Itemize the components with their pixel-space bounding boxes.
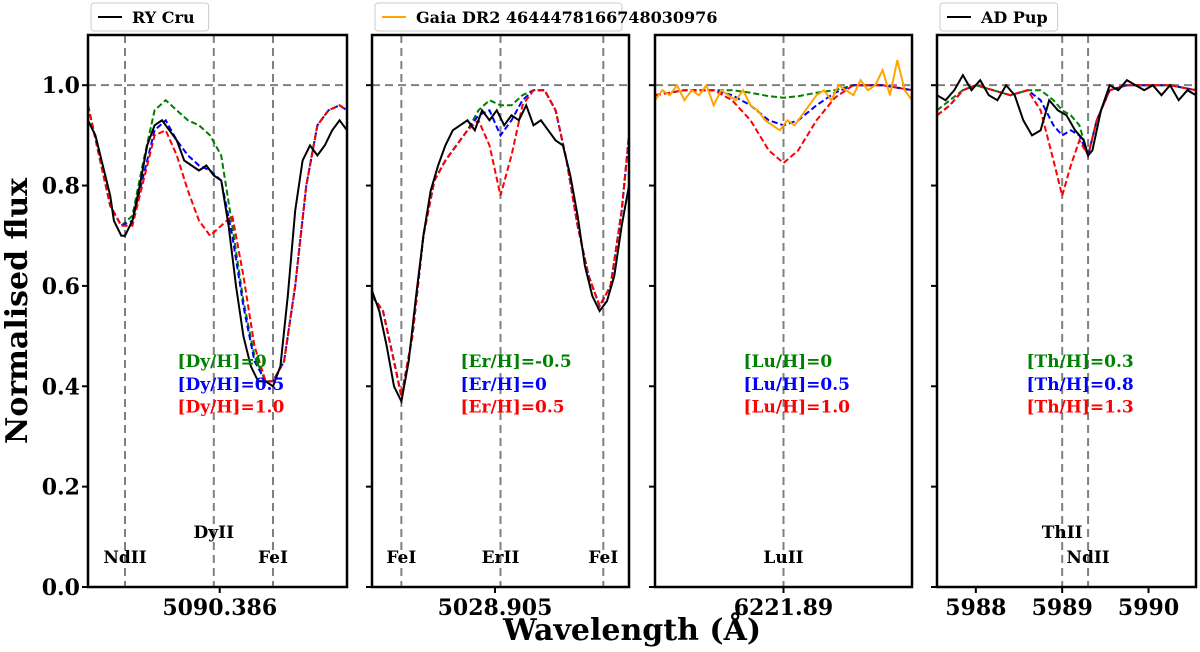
x-tick-label: 5988: [945, 595, 1006, 621]
y-tick-label: 0.2: [42, 475, 80, 501]
x-axis-title: Wavelength (Å): [502, 612, 761, 648]
legend-box: [939, 2, 1059, 32]
abundance-label: [Th/H]=1.3: [1027, 397, 1134, 417]
series-line: [937, 84, 1196, 160]
abundance-label: [Th/H]=0.3: [1027, 352, 1134, 372]
abundance-label: [Er/H]=0: [461, 375, 548, 395]
abundance-label: [Th/H]=0.8: [1027, 375, 1134, 395]
x-tick-label: 5990: [1118, 595, 1179, 621]
abundance-label: [Er/H]=-0.5: [461, 352, 572, 372]
y-tick-label: 0.0: [42, 575, 80, 601]
line-id-label: FeI: [588, 548, 618, 568]
x-tick-label: 5989: [1032, 595, 1093, 621]
panel-1: NdII DyII FeI [Dy/H]=0 [Dy/H]=0.5[Dy/H]=1.0 5…: [82, 2, 349, 621]
legend-label: Gaia DR2 4644478166748030976: [416, 8, 717, 27]
series-line: [937, 84, 1196, 200]
panel-frame: [935, 33, 1198, 589]
line-id-label: FeI: [258, 548, 288, 568]
legend-box: [374, 2, 623, 32]
series-line: [88, 98, 347, 383]
x-tick-label: 5028.905: [438, 595, 553, 621]
series-group: [372, 89, 629, 405]
series-group: [937, 73, 1196, 200]
line-id-label: NdII: [1066, 548, 1109, 568]
abundance-label: [Lu/H]=0: [744, 352, 833, 372]
line-id-label: NdII: [103, 548, 146, 568]
series-line: [937, 73, 1196, 158]
series-group: [655, 59, 912, 165]
line-id-label: LuII: [763, 548, 803, 568]
abundance-label: [Lu/H]=0.5: [744, 375, 851, 395]
x-tick-label: 5090.386: [162, 595, 277, 621]
series-group: [88, 98, 347, 388]
series-line: [88, 104, 347, 383]
legend: AD Pup: [939, 2, 1059, 32]
y-tick-label: 0.8: [42, 174, 80, 200]
series-line: [372, 102, 629, 405]
line-id-label: ThII: [1042, 523, 1083, 543]
abundance-label: [Dy/H]=0: [178, 352, 267, 372]
abundance-label: [Dy/H]=1.0: [178, 397, 285, 417]
legend: Gaia DR2 4644478166748030976: [374, 2, 717, 32]
line-id-label: FeI: [386, 548, 416, 568]
series-line: [937, 84, 1196, 159]
legend-label: RY Cru: [132, 8, 195, 27]
abundance-label: [Lu/H]=1.0: [744, 397, 851, 417]
series-line: [88, 118, 347, 388]
panel-4: ThII NdII [Th/H]=0.3 [Th/H]=0.8[Th/H]=1.3 59…: [931, 2, 1198, 621]
series-line: [655, 84, 912, 165]
y-tick-label: 0.4: [42, 374, 80, 400]
abundance-label: [Er/H]=0.5: [461, 397, 565, 417]
y-tick-label: 1.0: [42, 73, 80, 99]
panel-3: LuII [Lu/H]=0 [Lu/H]=0.5[Lu/H]=1.0 6221.89: [649, 33, 914, 621]
panel-2: FeI ErII FeI [Er/H]=-0.5 [Er/H]=0[Er/H]=0.5 5…: [366, 2, 717, 621]
y-tick-label: 0.6: [42, 274, 80, 300]
legend-box: [90, 2, 210, 32]
line-id-label: ErII: [482, 548, 520, 568]
legend-label: AD Pup: [980, 8, 1048, 27]
x-tick-label: 6221.89: [734, 595, 834, 621]
y-axis-title: Normalised flux: [0, 177, 35, 444]
abundance-label: [Dy/H]=0.5: [178, 375, 285, 395]
panel-frame: [370, 33, 631, 589]
panels: 0.0 0.2 0.4 0.6 0.8 1.0 NdII DyII FeI [Dy/H]=0 [Dy…: [42, 2, 1198, 621]
series-line: [655, 59, 912, 132]
legend: RY Cru: [90, 2, 210, 32]
panel-frame: [86, 33, 349, 589]
line-id-label: DyII: [194, 523, 235, 543]
